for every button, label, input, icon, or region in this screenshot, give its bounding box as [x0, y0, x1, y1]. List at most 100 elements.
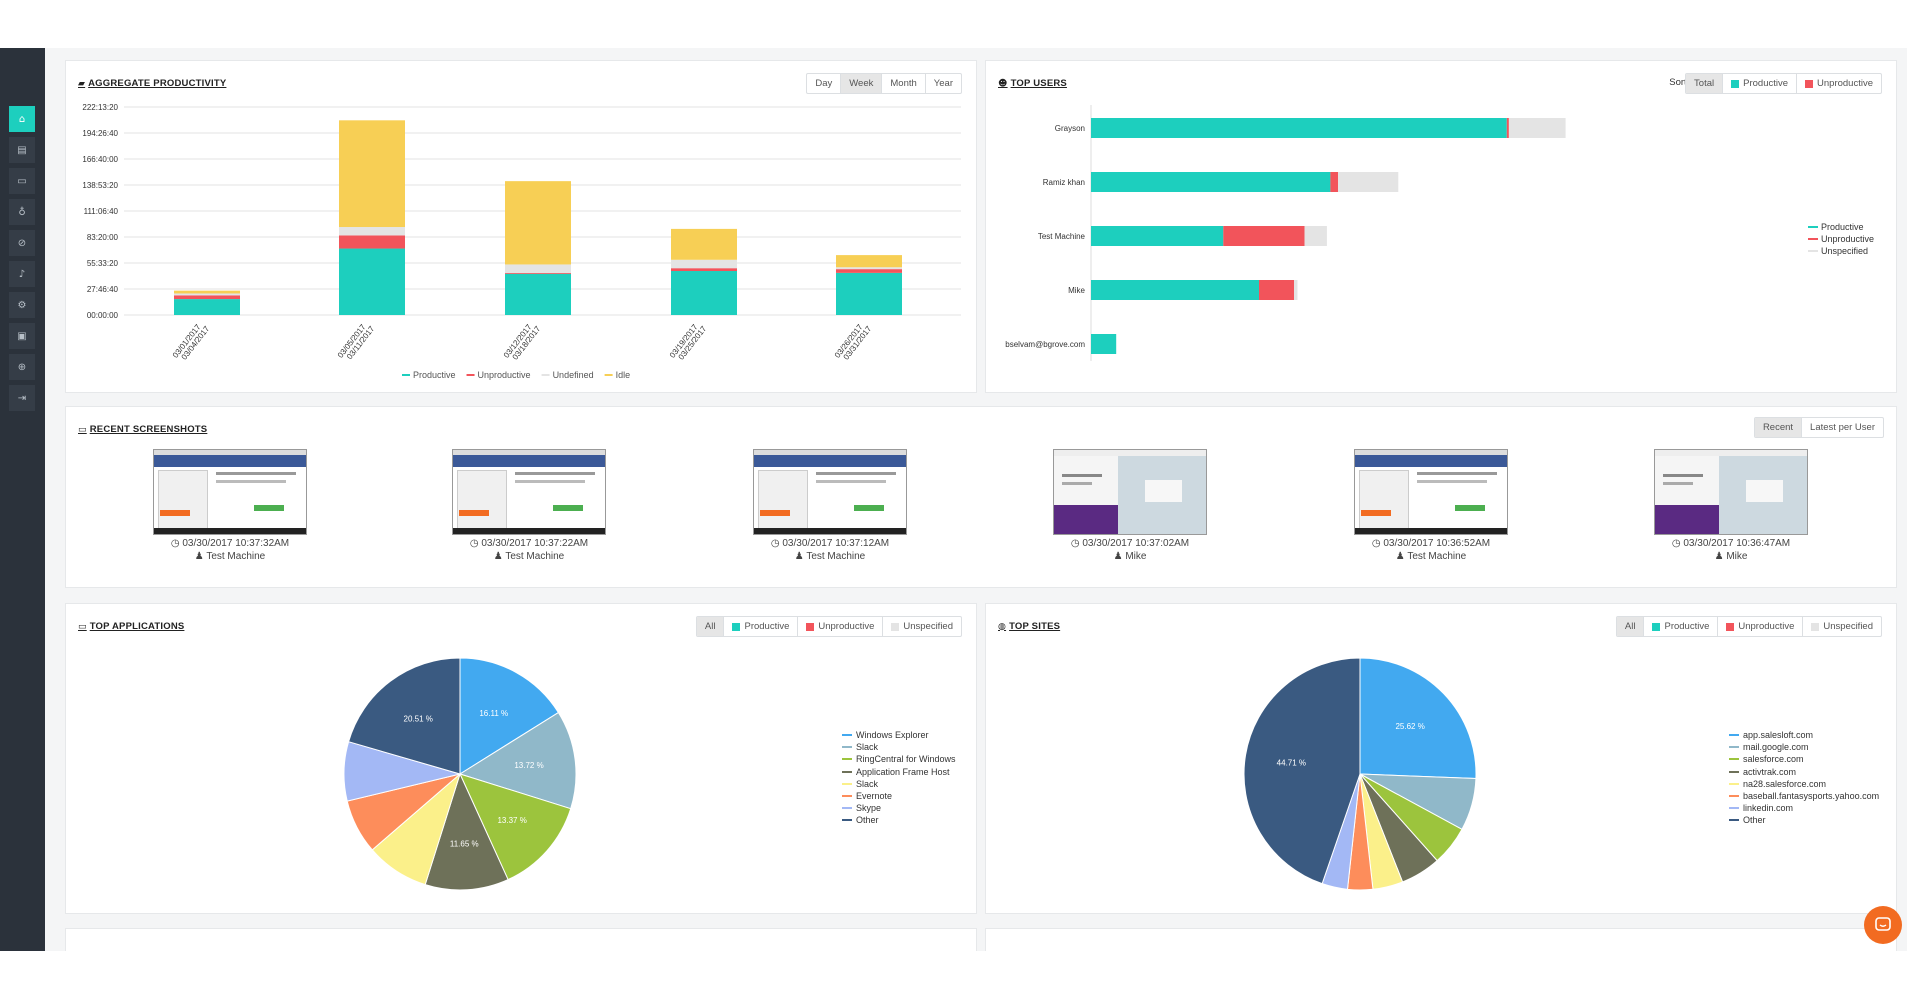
filter-unproductive[interactable]: Unproductive [1718, 617, 1804, 636]
filter-productive[interactable]: Productive [724, 617, 799, 636]
legend-unproductive[interactable]: Unproductive [478, 370, 531, 380]
legend-undefined[interactable]: Undefined [553, 370, 594, 380]
bar-undefined[interactable] [836, 267, 902, 270]
bar-unproductive[interactable] [1506, 118, 1509, 138]
bar-unspecified[interactable] [1304, 226, 1327, 246]
bar-productive[interactable] [1091, 226, 1224, 246]
legend-item-app-salesloft-com[interactable]: app.salesloft.com [1729, 729, 1879, 741]
screenshot-item[interactable]: ◷ 03/30/2017 10:37:22AM ♟ Test Machine [452, 449, 606, 562]
screenshot-thumbnail[interactable] [153, 449, 307, 535]
screenshot-thumbnail[interactable] [1053, 449, 1207, 535]
bar-unproductive[interactable] [836, 269, 902, 273]
range-day[interactable]: Day [807, 74, 842, 93]
bar-unproductive[interactable] [671, 268, 737, 272]
screenshot-item[interactable]: ◷ 03/30/2017 10:37:02AM ♟ Mike [1053, 449, 1207, 562]
legend-item-windows-explorer[interactable]: Windows Explorer [842, 729, 956, 741]
filter-unspecified[interactable]: Unspecified [883, 617, 961, 636]
bar-idle[interactable] [174, 290, 240, 294]
filter-all[interactable]: All [1616, 617, 1645, 636]
legend-item-ringcentral-for-windows[interactable]: RingCentral for Windows [842, 753, 956, 765]
bar-undefined[interactable] [174, 293, 240, 296]
legend-item-other[interactable]: Other [1729, 814, 1879, 826]
pie-slice-other[interactable] [1243, 657, 1361, 885]
bar-unspecified[interactable] [1294, 280, 1298, 300]
bar-unproductive[interactable] [174, 295, 240, 300]
sidebar-item-bulb[interactable]: ♁ [9, 199, 35, 225]
pie-slice-application-frame-host[interactable] [424, 772, 509, 891]
bar-unproductive[interactable] [1330, 172, 1339, 192]
bar-productive[interactable] [836, 272, 902, 315]
sidebar-item-users-cog[interactable]: ⚙ [9, 292, 35, 318]
bar-unproductive[interactable] [339, 235, 405, 249]
bar-unspecified[interactable] [1508, 118, 1566, 138]
legend-unspecified[interactable]: Unspecified [1821, 246, 1868, 256]
bar-undefined[interactable] [505, 264, 571, 273]
sort-total[interactable]: Total [1686, 74, 1724, 93]
filter-productive[interactable]: Productive [1644, 617, 1719, 636]
bar-idle[interactable] [339, 120, 405, 228]
bar-undefined[interactable] [339, 227, 405, 236]
legend-idle[interactable]: Idle [616, 370, 631, 380]
bar-idle[interactable] [671, 228, 737, 260]
screenshot-thumbnail[interactable] [1354, 449, 1508, 535]
pie-slice-other[interactable] [347, 657, 461, 775]
sidebar-item-ban[interactable]: ⊘ [9, 230, 35, 256]
pie-slice-ringcentral-for-windows[interactable] [459, 773, 572, 881]
bar-idle[interactable] [836, 255, 902, 268]
bar-productive[interactable] [1091, 334, 1117, 354]
range-week[interactable]: Week [841, 74, 883, 93]
bar-unproductive[interactable] [1259, 280, 1294, 300]
screenshot-item[interactable]: ◷ 03/30/2017 10:37:12AM ♟ Test Machine [753, 449, 907, 562]
bar-unproductive[interactable] [1223, 226, 1305, 246]
filter-unspecified[interactable]: Unspecified [1803, 617, 1881, 636]
legend-item-other[interactable]: Other [842, 814, 956, 826]
legend-item-baseball-fantasysports-yahoo-com[interactable]: baseball.fantasysports.yahoo.com [1729, 790, 1879, 802]
legend-item-mail-google-com[interactable]: mail.google.com [1729, 741, 1879, 753]
bar-productive[interactable] [505, 273, 571, 315]
sidebar-item-document[interactable]: ▤ [9, 137, 35, 163]
sidebar-item-home[interactable]: ⌂ [9, 106, 35, 132]
bar-productive[interactable] [671, 271, 737, 315]
sidebar-item-id-card[interactable]: ▣ [9, 323, 35, 349]
bar-undefined[interactable] [671, 259, 737, 269]
legend-item-na28-salesforce-com[interactable]: na28.salesforce.com [1729, 778, 1879, 790]
filter-unproductive[interactable]: Unproductive [798, 617, 884, 636]
legend-item-skype[interactable]: Skype [842, 802, 956, 814]
legend-productive[interactable]: Productive [413, 370, 456, 380]
legend-item-application-frame-host[interactable]: Application Frame Host [842, 766, 956, 778]
screenshot-thumbnail[interactable] [1654, 449, 1808, 535]
legend-item-linkedin-com[interactable]: linkedin.com [1729, 802, 1879, 814]
screenshots-tab-recent[interactable]: Recent [1754, 418, 1803, 437]
filter-all[interactable]: All [696, 617, 725, 636]
bar-productive[interactable] [339, 248, 405, 315]
sort-unproductive[interactable]: Unproductive [1797, 74, 1881, 93]
legend-item-slack[interactable]: Slack [842, 741, 956, 753]
sort-productive[interactable]: Productive [1723, 74, 1798, 93]
legend-item-salesforce-com[interactable]: salesforce.com [1729, 753, 1879, 765]
chat-launcher-button[interactable] [1864, 906, 1902, 944]
screenshot-item[interactable]: ◷ 03/30/2017 10:36:47AM ♟ Mike [1654, 449, 1808, 562]
bar-idle[interactable] [505, 181, 571, 265]
legend-item-slack[interactable]: Slack [842, 778, 956, 790]
pie-slice-windows-explorer[interactable] [459, 657, 560, 775]
range-month[interactable]: Month [882, 74, 926, 93]
legend-item-activtrak-com[interactable]: activtrak.com [1729, 766, 1879, 778]
sidebar-item-support[interactable]: ⊕ [9, 354, 35, 380]
screenshots-tab-latest-per-user[interactable]: Latest per User [1802, 418, 1883, 437]
bar-unproductive[interactable] [505, 272, 571, 274]
bar-productive[interactable] [174, 299, 240, 315]
sidebar-item-monitor[interactable]: ▭ [9, 168, 35, 194]
bar-productive[interactable] [1091, 280, 1259, 300]
bar-unspecified[interactable] [1338, 172, 1399, 192]
screenshot-thumbnail[interactable] [452, 449, 606, 535]
screenshot-item[interactable]: ◷ 03/30/2017 10:37:32AM ♟ Test Machine [153, 449, 307, 562]
screenshot-item[interactable]: ◷ 03/30/2017 10:36:52AM ♟ Test Machine [1354, 449, 1508, 562]
pie-slice-app-salesloft-com[interactable] [1359, 657, 1477, 780]
screenshot-thumbnail[interactable] [753, 449, 907, 535]
range-year[interactable]: Year [926, 74, 961, 93]
sidebar-item-bell[interactable]: ♪ [9, 261, 35, 287]
pie-slice-slack[interactable] [458, 711, 577, 810]
legend-unproductive[interactable]: Unproductive [1821, 234, 1874, 244]
legend-item-evernote[interactable]: Evernote [842, 790, 956, 802]
bar-productive[interactable] [1091, 172, 1331, 192]
